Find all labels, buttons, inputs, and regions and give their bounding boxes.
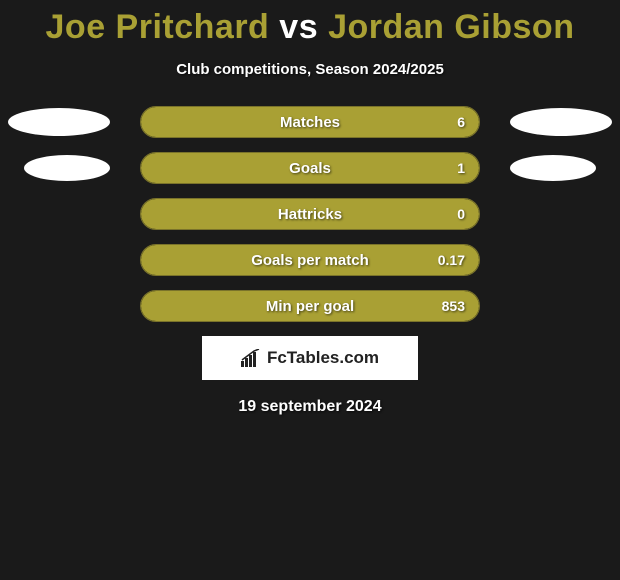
spacer — [8, 292, 110, 320]
stat-bar: Hattricks0 — [140, 198, 480, 230]
player2-name: Jordan Gibson — [328, 8, 574, 46]
stat-row: Min per goal853 — [0, 290, 620, 322]
spacer — [510, 200, 612, 228]
right-ellipse-icon — [510, 108, 612, 136]
stat-label: Hattricks — [141, 199, 479, 229]
left-ellipse-icon — [24, 155, 110, 181]
stat-bar: Goals per match0.17 — [140, 244, 480, 276]
brand-text: FcTables.com — [267, 348, 379, 368]
stat-value: 1 — [457, 153, 465, 183]
vs-text: vs — [279, 8, 318, 46]
stat-row: Goals per match0.17 — [0, 244, 620, 276]
page-title: Joe Pritchard vs Jordan Gibson — [0, 8, 620, 47]
stat-value: 6 — [457, 107, 465, 137]
stat-value: 0 — [457, 199, 465, 229]
stat-label: Goals per match — [141, 245, 479, 275]
comparison-widget: Joe Pritchard vs Jordan Gibson Club comp… — [0, 0, 620, 416]
stat-label: Matches — [141, 107, 479, 137]
stat-label: Goals — [141, 153, 479, 183]
stat-label: Min per goal — [141, 291, 479, 321]
stat-bar: Goals1 — [140, 152, 480, 184]
bar-chart-icon — [241, 349, 263, 367]
spacer — [510, 246, 612, 274]
stat-row: Goals1 — [0, 152, 620, 184]
spacer — [8, 200, 110, 228]
stat-value: 853 — [442, 291, 465, 321]
stat-row: Hattricks0 — [0, 198, 620, 230]
spacer — [510, 292, 612, 320]
brand-logo[interactable]: FcTables.com — [202, 336, 418, 380]
spacer — [8, 246, 110, 274]
stat-row: Matches6 — [0, 106, 620, 138]
subtitle: Club competitions, Season 2024/2025 — [0, 61, 620, 78]
stat-bar: Matches6 — [140, 106, 480, 138]
snapshot-date: 19 september 2024 — [0, 398, 620, 416]
stat-rows: Matches6Goals1Hattricks0Goals per match0… — [0, 106, 620, 322]
player1-name: Joe Pritchard — [46, 8, 270, 46]
stat-bar: Min per goal853 — [140, 290, 480, 322]
right-ellipse-icon — [510, 155, 596, 181]
left-ellipse-icon — [8, 108, 110, 136]
stat-value: 0.17 — [438, 245, 465, 275]
